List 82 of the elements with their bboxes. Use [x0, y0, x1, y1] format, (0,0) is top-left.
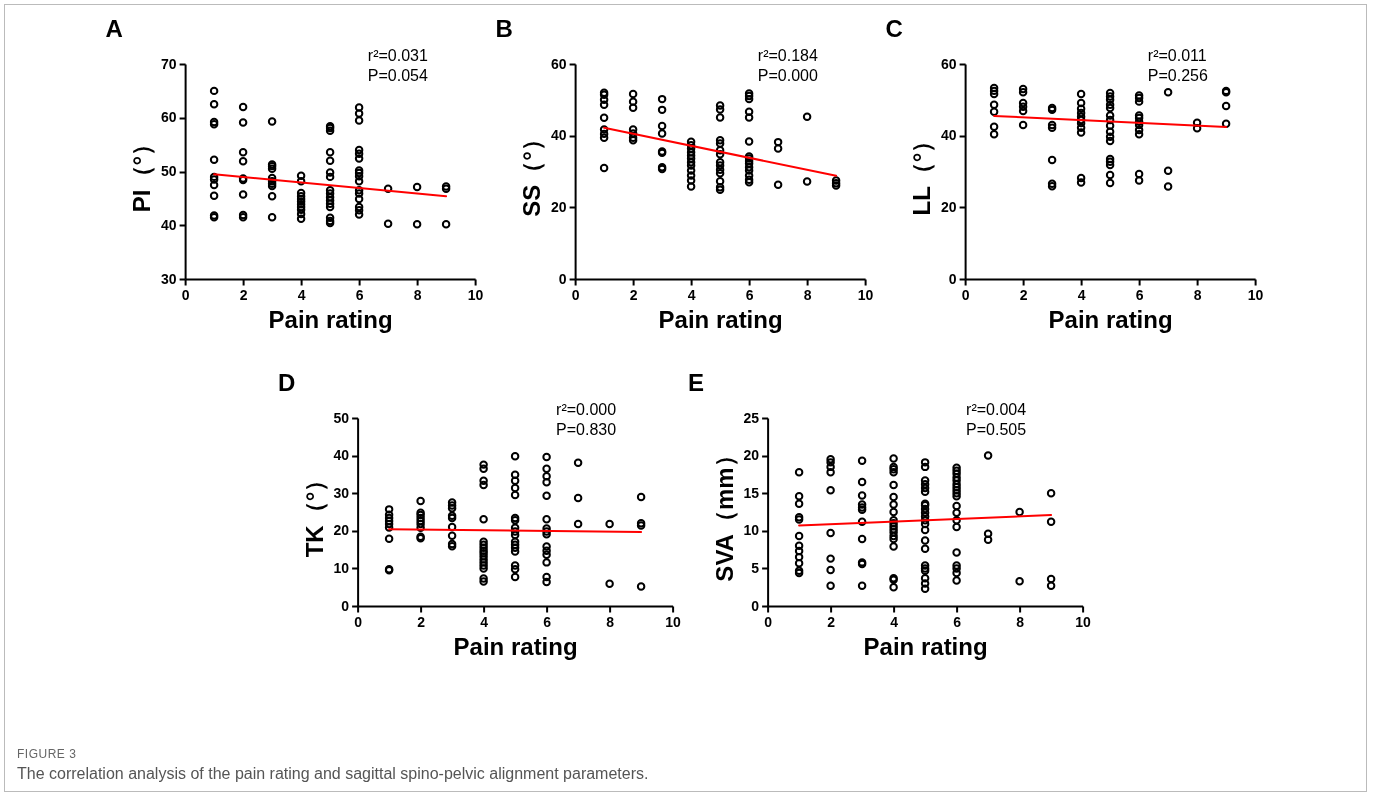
y-tick-label: 5 — [751, 559, 760, 576]
x-tick-label: 10 — [467, 286, 484, 303]
y-tick-label: 60 — [941, 55, 957, 72]
y-tick-label: 20 — [941, 198, 957, 215]
text: r²=0.011 — [1147, 47, 1207, 64]
x-tick-label: 4 — [297, 286, 306, 303]
y-tick-label: 50 — [333, 409, 350, 426]
y-tick-label: 20 — [743, 447, 760, 464]
y-tick-label: 20 — [551, 198, 567, 215]
annotation: P=0.830 — [556, 421, 617, 438]
x-tick-label: 10 — [1247, 286, 1264, 303]
y-tick-label: 20 — [333, 522, 350, 539]
y-tick-label: 40 — [333, 447, 350, 464]
y-tick-label: 0 — [341, 597, 350, 614]
text: r²=0.004 — [966, 401, 1027, 418]
y-tick-label: 0 — [751, 597, 760, 614]
annotation: P=0.505 — [966, 421, 1027, 438]
chart-title: E — [688, 369, 705, 396]
chart-title: D — [278, 369, 296, 396]
text: r²=0.000 — [556, 401, 617, 418]
annotation: P=0.054 — [367, 67, 428, 84]
y-tick-label: 30 — [161, 270, 177, 287]
x-tick-label: 6 — [355, 286, 364, 303]
x-tick-label: 8 — [606, 613, 615, 630]
x-tick-label: 8 — [803, 286, 812, 303]
x-tick-label: 10 — [857, 286, 874, 303]
x-tick-label: 2 — [1019, 286, 1028, 303]
y-tick-label: 70 — [161, 55, 177, 72]
x-tick-label: 2 — [827, 613, 836, 630]
x-axis-title: Pain rating — [268, 305, 393, 333]
chart-title: C — [885, 15, 903, 42]
annotation: P=0.256 — [1147, 67, 1208, 84]
y-tick-label: 25 — [743, 409, 760, 426]
text: The correlation analysis of the pain rating and sagittal spino-pelvic alignment parameters. — [17, 765, 650, 783]
chart-title: B — [495, 15, 513, 42]
y-tick-label: 60 — [161, 109, 177, 126]
x-tick-label: 10 — [665, 613, 682, 630]
x-tick-label: 8 — [413, 286, 422, 303]
y-axis-title: LL（°） — [908, 128, 936, 216]
y-axis-title: PI（°） — [128, 131, 156, 213]
y-axis-title: TK（°） — [300, 467, 328, 558]
x-tick-label: 4 — [480, 613, 489, 630]
x-tick-label: 4 — [1077, 286, 1086, 303]
y-tick-label: 60 — [551, 55, 567, 72]
text: r²=0.184 — [757, 47, 818, 64]
x-tick-label: 4 — [687, 286, 696, 303]
x-tick-label: 6 — [745, 286, 754, 303]
x-tick-label: 0 — [181, 286, 190, 303]
text: FIGURE 3 — [17, 747, 78, 761]
x-tick-label: 6 — [543, 613, 552, 630]
y-tick-label: 40 — [941, 127, 957, 144]
y-tick-label: 10 — [333, 559, 350, 576]
y-tick-label: 50 — [161, 163, 177, 179]
x-tick-label: 4 — [890, 613, 899, 630]
y-tick-label: 0 — [948, 270, 957, 287]
y-axis-title: SVA（mm） — [710, 443, 738, 582]
y-tick-label: 15 — [743, 484, 760, 501]
y-axis-title: SS（°） — [518, 127, 546, 217]
x-tick-label: 8 — [1193, 286, 1202, 303]
x-tick-label: 0 — [764, 613, 773, 630]
x-tick-label: 8 — [1016, 613, 1025, 630]
y-tick-label: 40 — [161, 216, 177, 233]
y-tick-label: 30 — [333, 484, 350, 501]
y-tick-label: 0 — [558, 270, 567, 287]
y-tick-label: 40 — [551, 127, 567, 144]
chart-title: A — [105, 15, 123, 42]
x-tick-label: 6 — [1135, 286, 1144, 303]
x-tick-label: 0 — [961, 286, 970, 303]
y-tick-label: 10 — [743, 522, 760, 539]
x-tick-label: 0 — [571, 286, 580, 303]
annotation: P=0.000 — [757, 67, 818, 84]
x-tick-label: 6 — [953, 613, 962, 630]
x-tick-label: 2 — [239, 286, 248, 303]
x-axis-title: Pain rating — [863, 632, 988, 660]
x-axis-title: Pain rating — [1048, 305, 1173, 333]
x-tick-label: 2 — [417, 613, 426, 630]
x-axis-title: Pain rating — [658, 305, 783, 333]
x-tick-label: 0 — [354, 613, 363, 630]
x-tick-label: 10 — [1075, 613, 1092, 630]
x-tick-label: 2 — [629, 286, 638, 303]
x-axis-title: Pain rating — [453, 632, 578, 660]
text: r²=0.031 — [367, 47, 428, 64]
